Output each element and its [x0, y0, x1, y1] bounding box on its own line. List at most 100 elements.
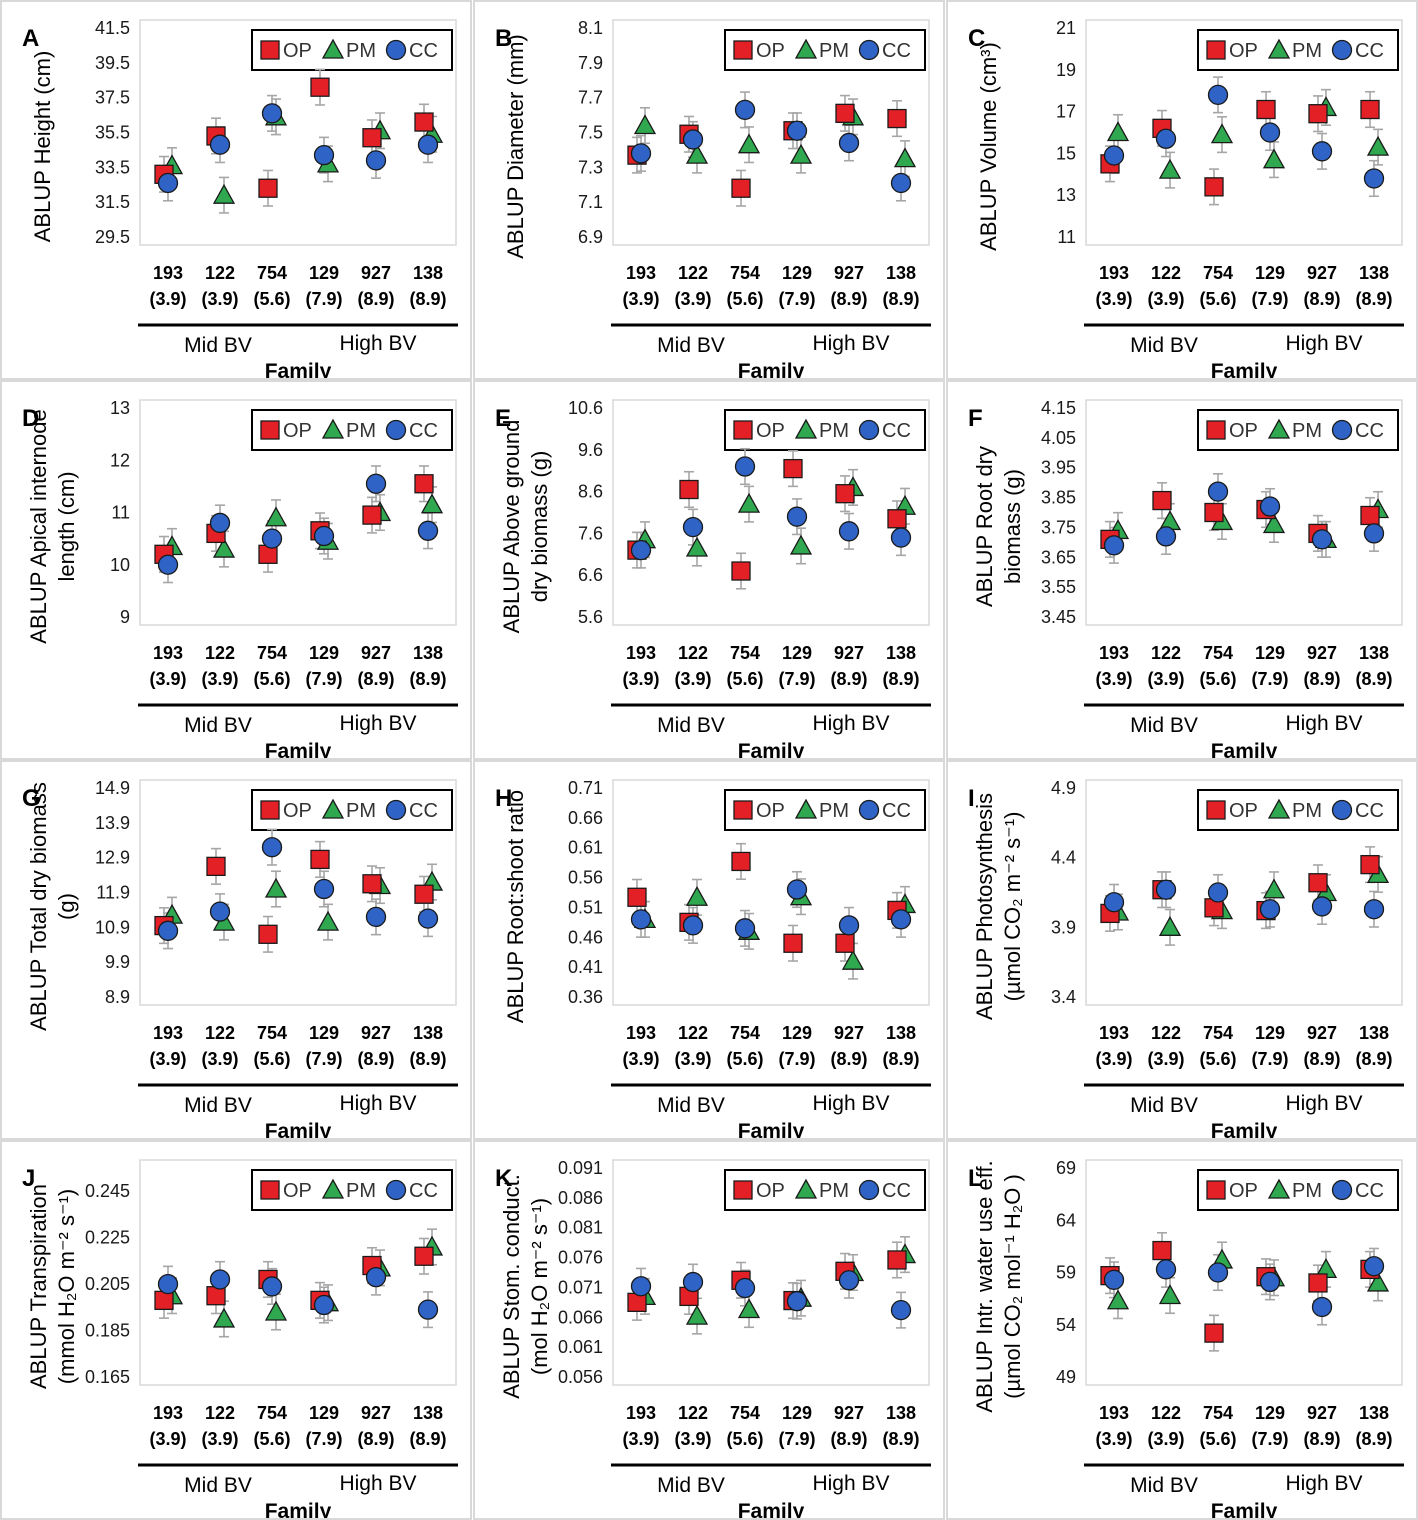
- y-axis-title: ABLUP Apical internode length (cm): [26, 409, 79, 643]
- legend-label-pm: PM: [1292, 420, 1322, 442]
- point-cc-129: [313, 144, 335, 166]
- family-id-label: 129: [1255, 1403, 1285, 1423]
- family-id-label: 754: [1203, 1023, 1233, 1043]
- group-label-mid: Mid BV: [657, 1094, 725, 1117]
- y-tick-label: 0.061: [558, 1337, 603, 1357]
- point-op-138: [414, 884, 434, 904]
- family-bv-label: (5.6): [253, 669, 290, 689]
- point-op-754: [1204, 177, 1224, 197]
- family-bv-label: (3.9): [622, 289, 659, 309]
- point-pm-129: [789, 143, 813, 164]
- y-tick-label: 7.3: [578, 157, 603, 177]
- legend-marker-op: [733, 40, 753, 60]
- family-bv-label: (8.9): [1303, 669, 1340, 689]
- family-id-label: 138: [886, 1023, 916, 1043]
- point-cc-129: [1259, 899, 1281, 920]
- point-cc-193: [630, 909, 652, 930]
- family-bv-label: (8.9): [1303, 1049, 1340, 1069]
- y-tick-label: 4.9: [1051, 778, 1076, 798]
- family-bv-label: (8.9): [1303, 1429, 1340, 1449]
- point-cc-138: [890, 527, 912, 548]
- point-cc-754: [261, 103, 283, 124]
- point-pm-193: [1106, 1289, 1130, 1310]
- data-points: [627, 842, 917, 980]
- legend-box: [251, 789, 453, 831]
- point-cc-122: [209, 134, 231, 155]
- y-tick-label: 0.066: [558, 1307, 603, 1327]
- family-bv-label: (3.9): [674, 1429, 711, 1449]
- point-cc-927: [365, 906, 387, 928]
- point-cc-754: [261, 528, 283, 549]
- family-id-label: 122: [678, 643, 708, 663]
- y-tick-label: 0.205: [85, 1274, 130, 1294]
- legend-box: [724, 409, 926, 451]
- family-id-label: 754: [1203, 1403, 1233, 1423]
- family-id-label: 129: [1255, 263, 1285, 283]
- family-id-label: 122: [678, 263, 708, 283]
- legend-marker-cc: [858, 799, 880, 821]
- legend-marker-cc: [1331, 1179, 1353, 1201]
- chart-panel-l: L ABLUP Intr. water use eff. (µmol CO₂ mol…: [946, 1140, 1418, 1520]
- legend: OP PM CC: [1197, 409, 1399, 451]
- legend-label-cc: CC: [882, 420, 911, 442]
- family-bv-label: (8.9): [830, 669, 867, 689]
- group-label-high: High BV: [339, 712, 416, 735]
- family-id-label: 927: [834, 1403, 864, 1423]
- data-points: [1100, 1231, 1390, 1352]
- point-op-138: [887, 509, 907, 529]
- point-cc-122: [682, 915, 704, 936]
- y-tick-label: 7.1: [578, 192, 603, 212]
- point-op-927: [362, 505, 382, 525]
- group-label-mid: Mid BV: [184, 334, 252, 357]
- family-bv-label: (3.9): [622, 1429, 659, 1449]
- chart-panel-b: B ABLUP Diameter (mm) 8.1 7.9 7.7 7.5 7.3 7.1 6.…: [473, 0, 945, 380]
- point-pm-122: [685, 885, 709, 906]
- family-bv-label: (3.9): [674, 289, 711, 309]
- family-bv-label: (7.9): [778, 1049, 815, 1069]
- family-bv-label: (8.9): [830, 1049, 867, 1069]
- legend-marker-op: [733, 420, 753, 440]
- family-bv-label: (3.9): [201, 669, 238, 689]
- x-axis-title: Family: [1211, 1500, 1278, 1518]
- family-bv-label: (8.9): [1303, 289, 1340, 309]
- y-axis-title: ABLUP Transpiration (mmol H₂O m⁻² s⁻¹): [26, 1184, 79, 1389]
- family-id-label: 129: [782, 643, 812, 663]
- group-label-high: High BV: [1285, 332, 1362, 355]
- legend-label-op: OP: [1229, 40, 1258, 62]
- point-cc-927: [1311, 896, 1333, 917]
- legend-marker-op: [1206, 40, 1226, 60]
- family-bv-label: (5.6): [1199, 289, 1236, 309]
- family-id-label: 122: [205, 1023, 235, 1043]
- panel-letter: J: [22, 1165, 35, 1192]
- legend: OP PM CC: [251, 29, 453, 71]
- family-bv-label: (7.9): [1251, 1049, 1288, 1069]
- family-bv-label: (3.9): [1147, 669, 1184, 689]
- y-tick-label: 4.4: [1051, 848, 1076, 868]
- group-label-high: High BV: [1285, 712, 1362, 735]
- legend-marker-pm: [321, 418, 345, 439]
- family-id-label: 129: [309, 263, 339, 283]
- point-cc-193: [1103, 535, 1125, 556]
- family-id-label: 754: [730, 1023, 760, 1043]
- legend-label-op: OP: [756, 800, 785, 822]
- point-cc-122: [209, 512, 231, 534]
- data-points: [627, 447, 917, 590]
- family-bv-label: (8.9): [830, 289, 867, 309]
- legend-label-cc: CC: [882, 800, 911, 822]
- point-cc-129: [1259, 496, 1281, 517]
- family-id-label: 122: [1151, 1023, 1181, 1043]
- point-cc-193: [157, 172, 179, 194]
- point-op-754: [1204, 1323, 1224, 1343]
- y-axis-title-line1: ABLUP Root dry: [972, 446, 997, 607]
- family-id-label: 927: [361, 263, 391, 283]
- y-axis-title-line1: ABLUP Above ground: [499, 420, 524, 634]
- family-id-label: 193: [1099, 1023, 1129, 1043]
- legend: OP PM CC: [251, 789, 453, 831]
- point-op-927: [1308, 104, 1328, 124]
- legend-marker-op: [260, 1180, 280, 1200]
- family-bv-label: (3.9): [149, 1429, 186, 1449]
